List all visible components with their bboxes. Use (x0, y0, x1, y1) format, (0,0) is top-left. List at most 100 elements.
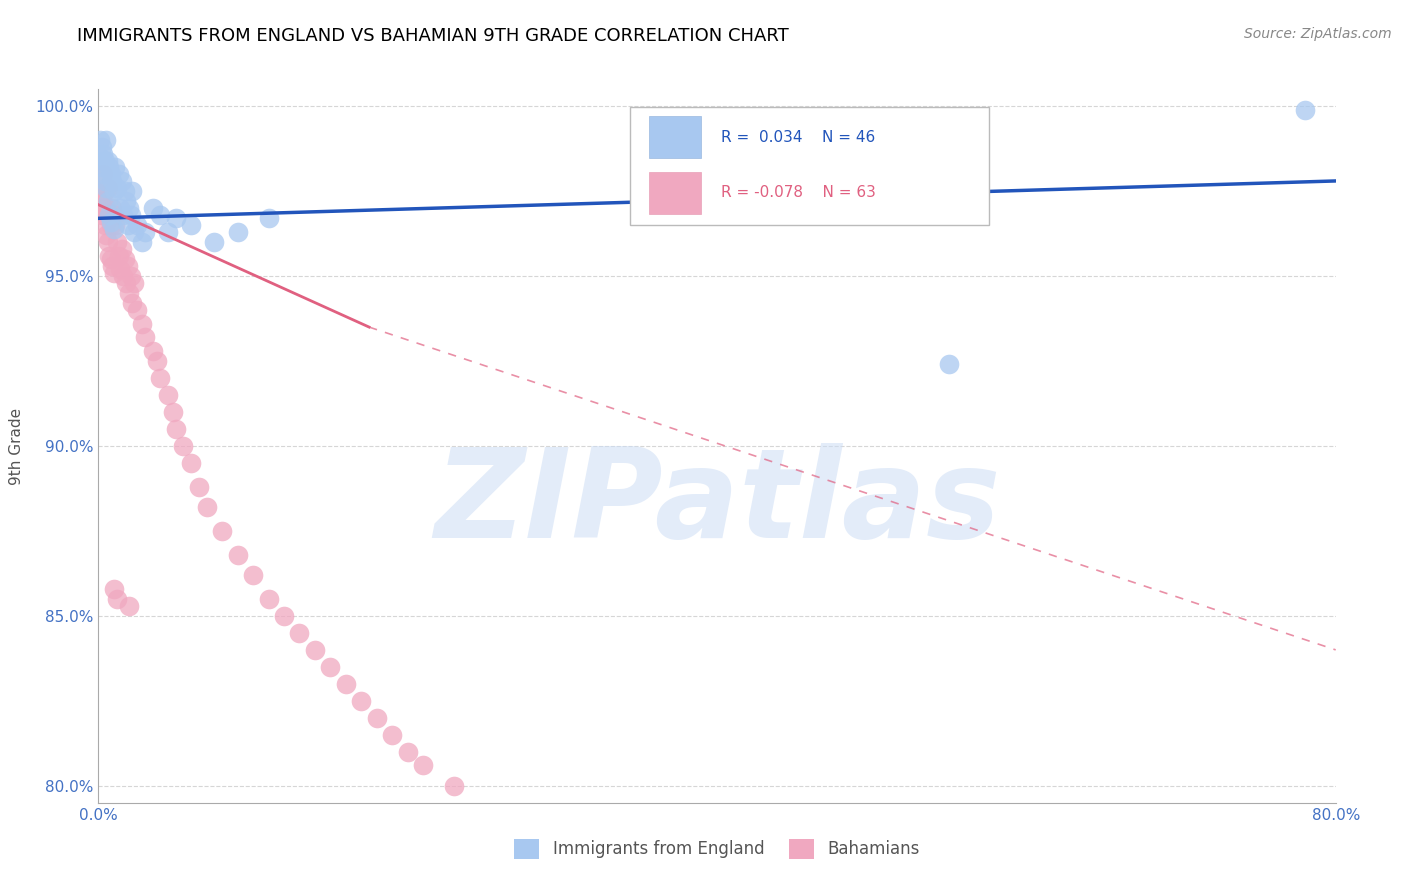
Point (131, 235, 153, 249)
Point (115, 276, 138, 290)
Point (93, 174, 115, 188)
Point (118, 286, 141, 301)
Point (127, 218, 149, 232)
Point (121, 296, 143, 310)
Point (91, 167, 114, 181)
Point (97, 153, 120, 168)
Point (111, 174, 132, 188)
Point (98, 208, 121, 222)
Point (93, 184, 115, 198)
Point (93, 218, 115, 232)
Point (96, 201, 118, 215)
Point (108, 262, 131, 277)
Point (107, 249, 129, 263)
Point (226, 548, 249, 562)
Point (114, 252, 136, 266)
Point (659, 194, 682, 209)
Point (100, 167, 122, 181)
Point (105, 180, 128, 194)
Point (157, 225, 180, 239)
Y-axis label: 9th Grade: 9th Grade (10, 408, 24, 484)
Point (115, 194, 138, 209)
Point (149, 208, 172, 222)
Point (90, 161, 112, 175)
Point (118, 201, 141, 215)
Point (288, 626, 311, 640)
Point (91, 146, 114, 161)
Point (112, 269, 135, 284)
Point (103, 221, 125, 235)
Point (90, 194, 112, 209)
Point (162, 405, 184, 419)
Point (101, 259, 124, 273)
Point (257, 211, 280, 226)
Point (319, 660, 342, 674)
Point (89, 184, 111, 198)
Point (93, 153, 115, 168)
Point (335, 677, 357, 691)
Point (89, 150, 111, 164)
Text: R =  0.034    N = 46: R = 0.034 N = 46 (721, 130, 875, 145)
Point (100, 252, 122, 266)
Point (141, 343, 165, 358)
Point (443, 779, 465, 793)
Point (91, 167, 114, 181)
Point (149, 371, 172, 385)
Point (108, 201, 131, 215)
Point (396, 745, 419, 759)
Text: R = -0.078    N = 63: R = -0.078 N = 63 (721, 186, 876, 200)
FancyBboxPatch shape (630, 107, 990, 225)
Point (127, 303, 149, 318)
Point (118, 599, 141, 613)
Point (257, 591, 280, 606)
Point (105, 235, 128, 249)
Point (141, 201, 165, 215)
Text: IMMIGRANTS FROM ENGLAND VS BAHAMIAN 9TH GRADE CORRELATION CHART: IMMIGRANTS FROM ENGLAND VS BAHAMIAN 9TH … (77, 27, 789, 45)
Point (120, 208, 142, 222)
Point (146, 354, 169, 368)
Point (103, 184, 125, 198)
Point (117, 259, 139, 273)
Point (98, 249, 121, 263)
Point (103, 266, 125, 280)
Point (122, 276, 145, 290)
Point (165, 211, 187, 226)
Point (157, 388, 180, 402)
Point (96, 228, 118, 243)
Point (101, 174, 124, 188)
Point (97, 180, 120, 194)
Point (90, 140, 112, 154)
Text: Source: ZipAtlas.com: Source: ZipAtlas.com (1244, 27, 1392, 41)
Point (273, 608, 295, 623)
Point (131, 317, 153, 331)
Point (103, 208, 125, 222)
Point (1294, 103, 1316, 117)
Point (104, 218, 127, 232)
Point (226, 225, 249, 239)
Point (381, 728, 404, 742)
Point (104, 161, 127, 175)
Point (412, 758, 434, 772)
Point (103, 582, 125, 596)
Point (134, 225, 156, 239)
Point (204, 235, 226, 249)
Point (120, 269, 142, 284)
Point (121, 184, 143, 198)
Point (172, 439, 194, 453)
Point (112, 208, 135, 222)
Point (91, 201, 114, 215)
Point (180, 218, 202, 232)
Point (97, 194, 120, 209)
Legend: Immigrants from England, Bahamians: Immigrants from England, Bahamians (508, 832, 927, 866)
Point (96, 180, 118, 194)
Point (97, 235, 120, 249)
Point (122, 225, 145, 239)
Point (101, 201, 124, 215)
Point (114, 184, 136, 198)
Point (98, 208, 121, 222)
Point (117, 218, 139, 232)
Point (107, 167, 129, 181)
FancyBboxPatch shape (650, 116, 702, 159)
Point (100, 218, 122, 232)
Point (938, 358, 960, 372)
